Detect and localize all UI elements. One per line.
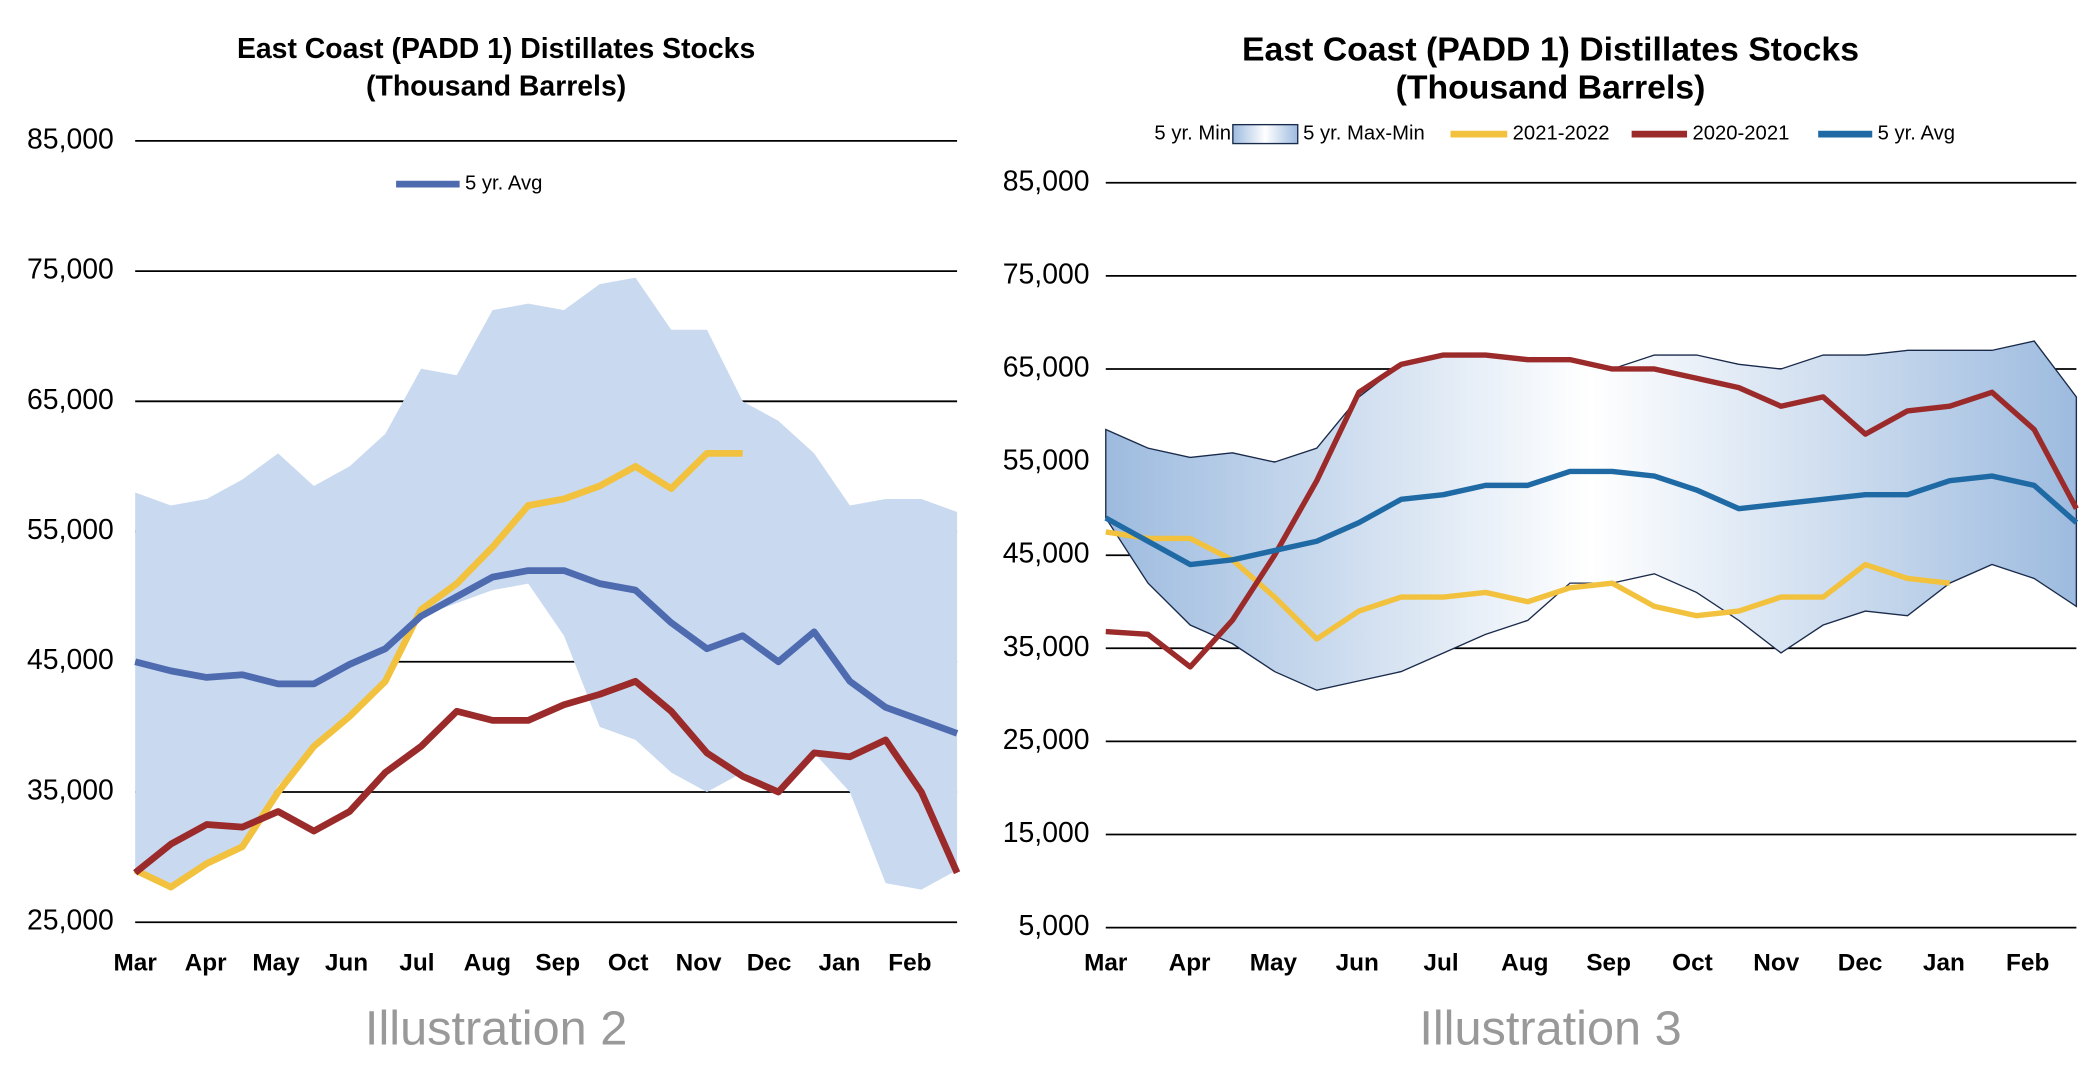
caption: Illustration 3 [1419,1002,1681,1056]
legend-swatch [1232,123,1299,145]
x-tick-label: Jan [1923,950,1965,977]
x-tick-label: May [1250,950,1298,977]
y-tick-label: 65,000 [27,384,114,416]
y-tick-label: 15,000 [1003,817,1090,849]
y-tick-label: 45,000 [27,644,114,676]
x-tick-label: Nov [1753,950,1799,977]
band [1105,340,2078,691]
x-tick-label: Jul [1423,950,1458,977]
x-tick-label: Oct [1672,950,1713,977]
x-tick-label: Dec [747,950,792,977]
y-tick-label: 35,000 [1003,631,1090,663]
y-tick-label: 35,000 [27,774,114,806]
y-tick-label: 75,000 [27,254,114,286]
chart-title: East Coast (PADD 1) Distillates Stocks [1242,31,1859,69]
legend-label: 5 yr. Min [1154,122,1231,144]
y-tick-label: 25,000 [1003,724,1090,756]
y-tick-label: 65,000 [1003,351,1090,383]
x-tick-label: Aug [464,950,511,977]
y-tick-label: 55,000 [27,514,114,546]
chart-subtitle: (Thousand Barrels) [366,71,626,103]
band [135,277,958,890]
x-tick-label: Aug [1501,950,1548,977]
line-series [133,677,961,876]
x-tick-label: May [252,950,300,977]
x-tick-label: Jul [399,950,434,977]
x-tick-label: Sep [535,950,580,977]
x-tick-label: Apr [185,950,227,977]
chart-subtitle: (Thousand Barrels) [1396,68,1706,106]
line-series [1105,529,1951,642]
x-tick-label: Mar [1084,950,1128,977]
x-tick-label: Jun [1336,950,1379,977]
y-tick-label: 55,000 [1003,445,1090,477]
legend-label: 2021-2022 [1513,122,1610,144]
legend-label: 5 yr. Avg [465,172,542,194]
x-tick-label: Dec [1838,950,1883,977]
line-series [134,567,959,737]
y-tick-label: 45,000 [1003,538,1090,570]
x-tick-label: Apr [1169,950,1211,977]
line-series [1105,352,2079,670]
legend-label: 5 yr. Avg [1878,122,1955,144]
line-series [133,450,743,891]
y-tick-label: 5,000 [1019,910,1090,942]
line-series [1104,468,2079,568]
legend-label: 2020-2021 [1692,122,1789,144]
caption: Illustration 2 [365,1002,627,1056]
y-tick-label: 85,000 [1003,165,1090,197]
x-tick-label: Oct [608,950,649,977]
y-tick-label: 25,000 [27,905,114,937]
x-tick-label: Sep [1586,950,1631,977]
x-tick-label: Feb [888,950,931,977]
y-tick-label: 85,000 [27,123,114,155]
x-tick-label: Jan [819,950,861,977]
x-tick-label: Nov [676,950,722,977]
x-tick-label: Feb [2006,950,2049,977]
x-tick-label: Jun [325,950,368,977]
x-tick-label: Mar [114,950,158,977]
y-tick-label: 75,000 [1003,258,1090,290]
legend-label: 5 yr. Max-Min [1303,122,1425,144]
chart-title: East Coast (PADD 1) Distillates Stocks [237,33,755,65]
